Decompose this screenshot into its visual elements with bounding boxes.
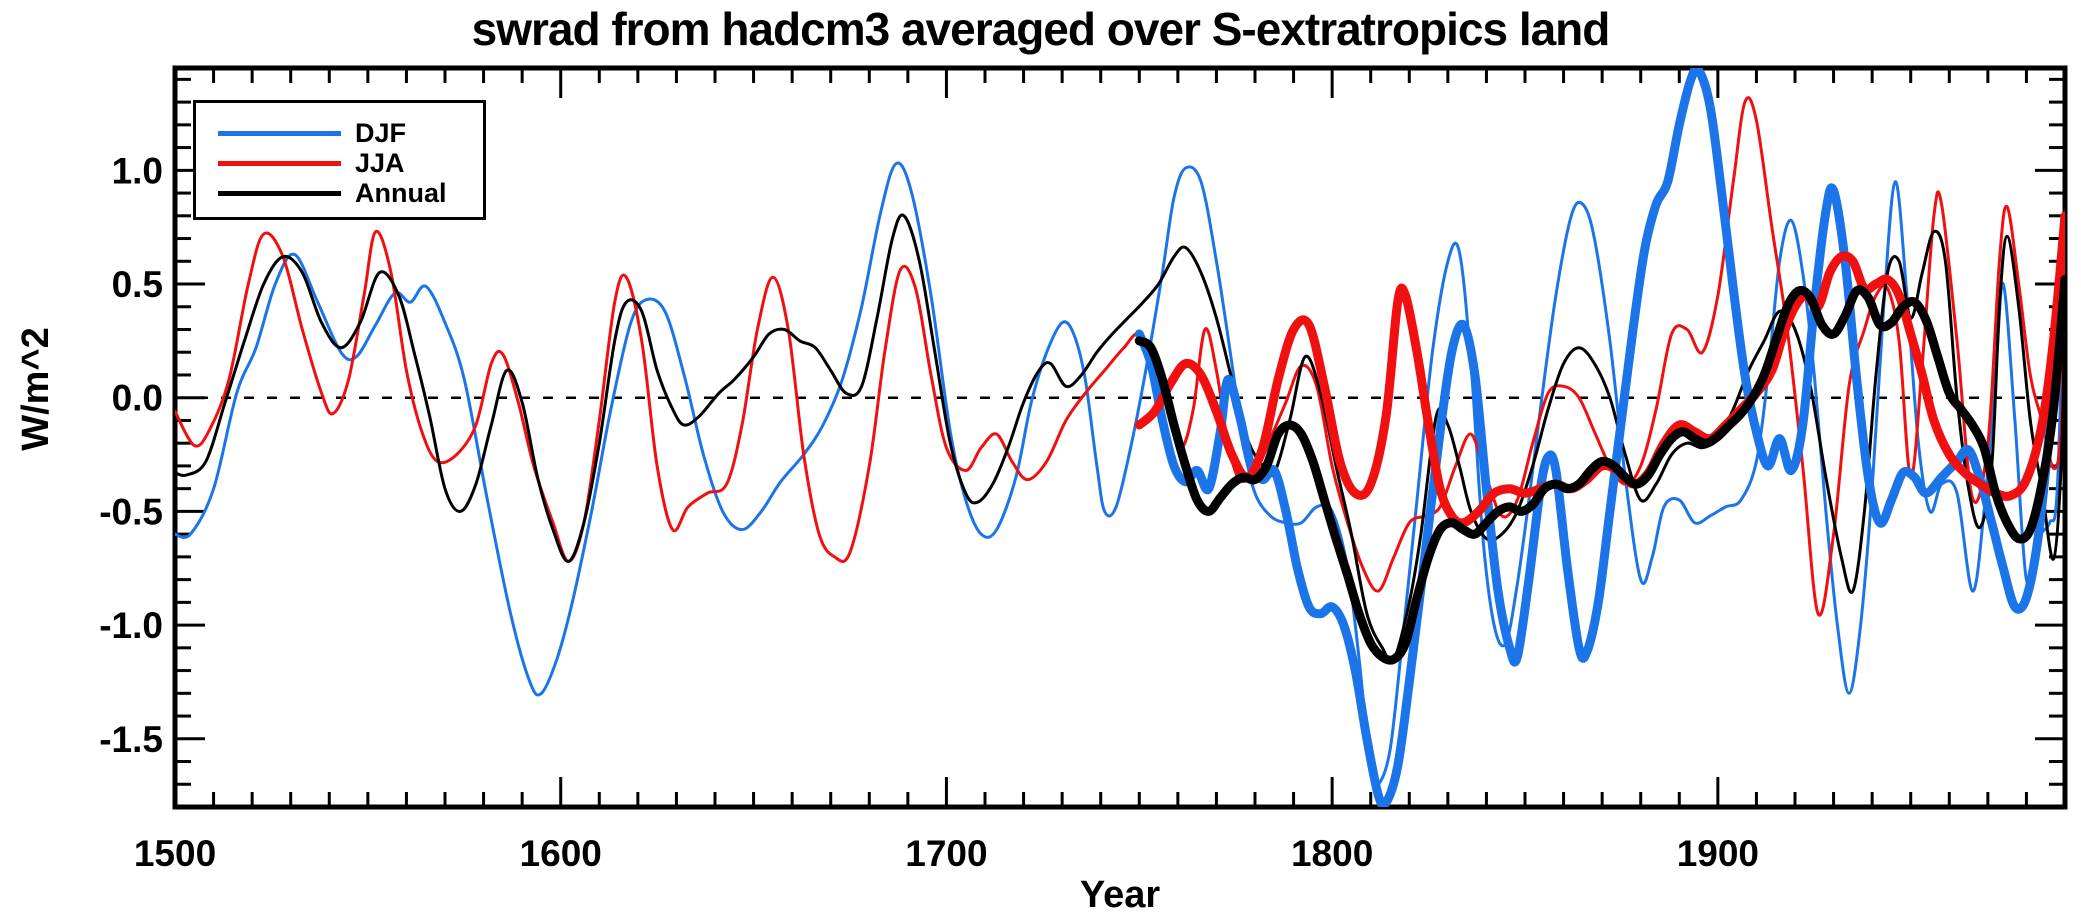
- legend-label: DJF: [355, 118, 407, 148]
- tick-labels: 1.0 0.5 0.0 -0.5 -1.0 -1.5 1500 1600 1700 1800 190…: [99, 150, 1759, 874]
- x-axis-label: Year: [1079, 874, 1161, 916]
- series-djf-thin: [175, 161, 2065, 790]
- y-tick-label: -0.5: [99, 491, 163, 532]
- x-tick-label: 1600: [520, 833, 602, 874]
- y-tick-label: 0.0: [112, 378, 163, 419]
- legend-line-swatch: [218, 131, 341, 136]
- legend-item-jja: JJA: [196, 148, 483, 178]
- series-annual-thick: [1134, 275, 2065, 665]
- legend: DJF JJA Annual: [193, 100, 486, 220]
- series-group: [175, 68, 2065, 807]
- legend-item-djf: DJF: [196, 118, 483, 148]
- series-annual-thin: [175, 213, 2065, 664]
- chart-title: swrad from hadcm3 averaged over S-extrat…: [471, 3, 1611, 55]
- y-tick-label: 1.0: [112, 150, 163, 191]
- series-jja-thin: [175, 96, 2065, 617]
- x-tick-label: 1500: [134, 833, 216, 874]
- x-tick-label: 1700: [905, 833, 987, 874]
- legend-item-annual: Annual: [196, 178, 483, 208]
- legend-line-swatch: [218, 191, 341, 196]
- axes: [172, 65, 2068, 810]
- y-tick-label: -1.0: [99, 605, 163, 646]
- legend-label: Annual: [355, 178, 447, 208]
- legend-label: JJA: [355, 148, 405, 178]
- x-tick-label: 1800: [1291, 833, 1373, 874]
- legend-line-swatch: [218, 161, 341, 166]
- series-djf-thick: [1134, 68, 2065, 807]
- x-tick-label: 1900: [1677, 833, 1759, 874]
- y-tick-label: -1.5: [99, 719, 163, 760]
- y-tick-label: 0.5: [112, 264, 163, 305]
- plot-frame: [172, 65, 2068, 810]
